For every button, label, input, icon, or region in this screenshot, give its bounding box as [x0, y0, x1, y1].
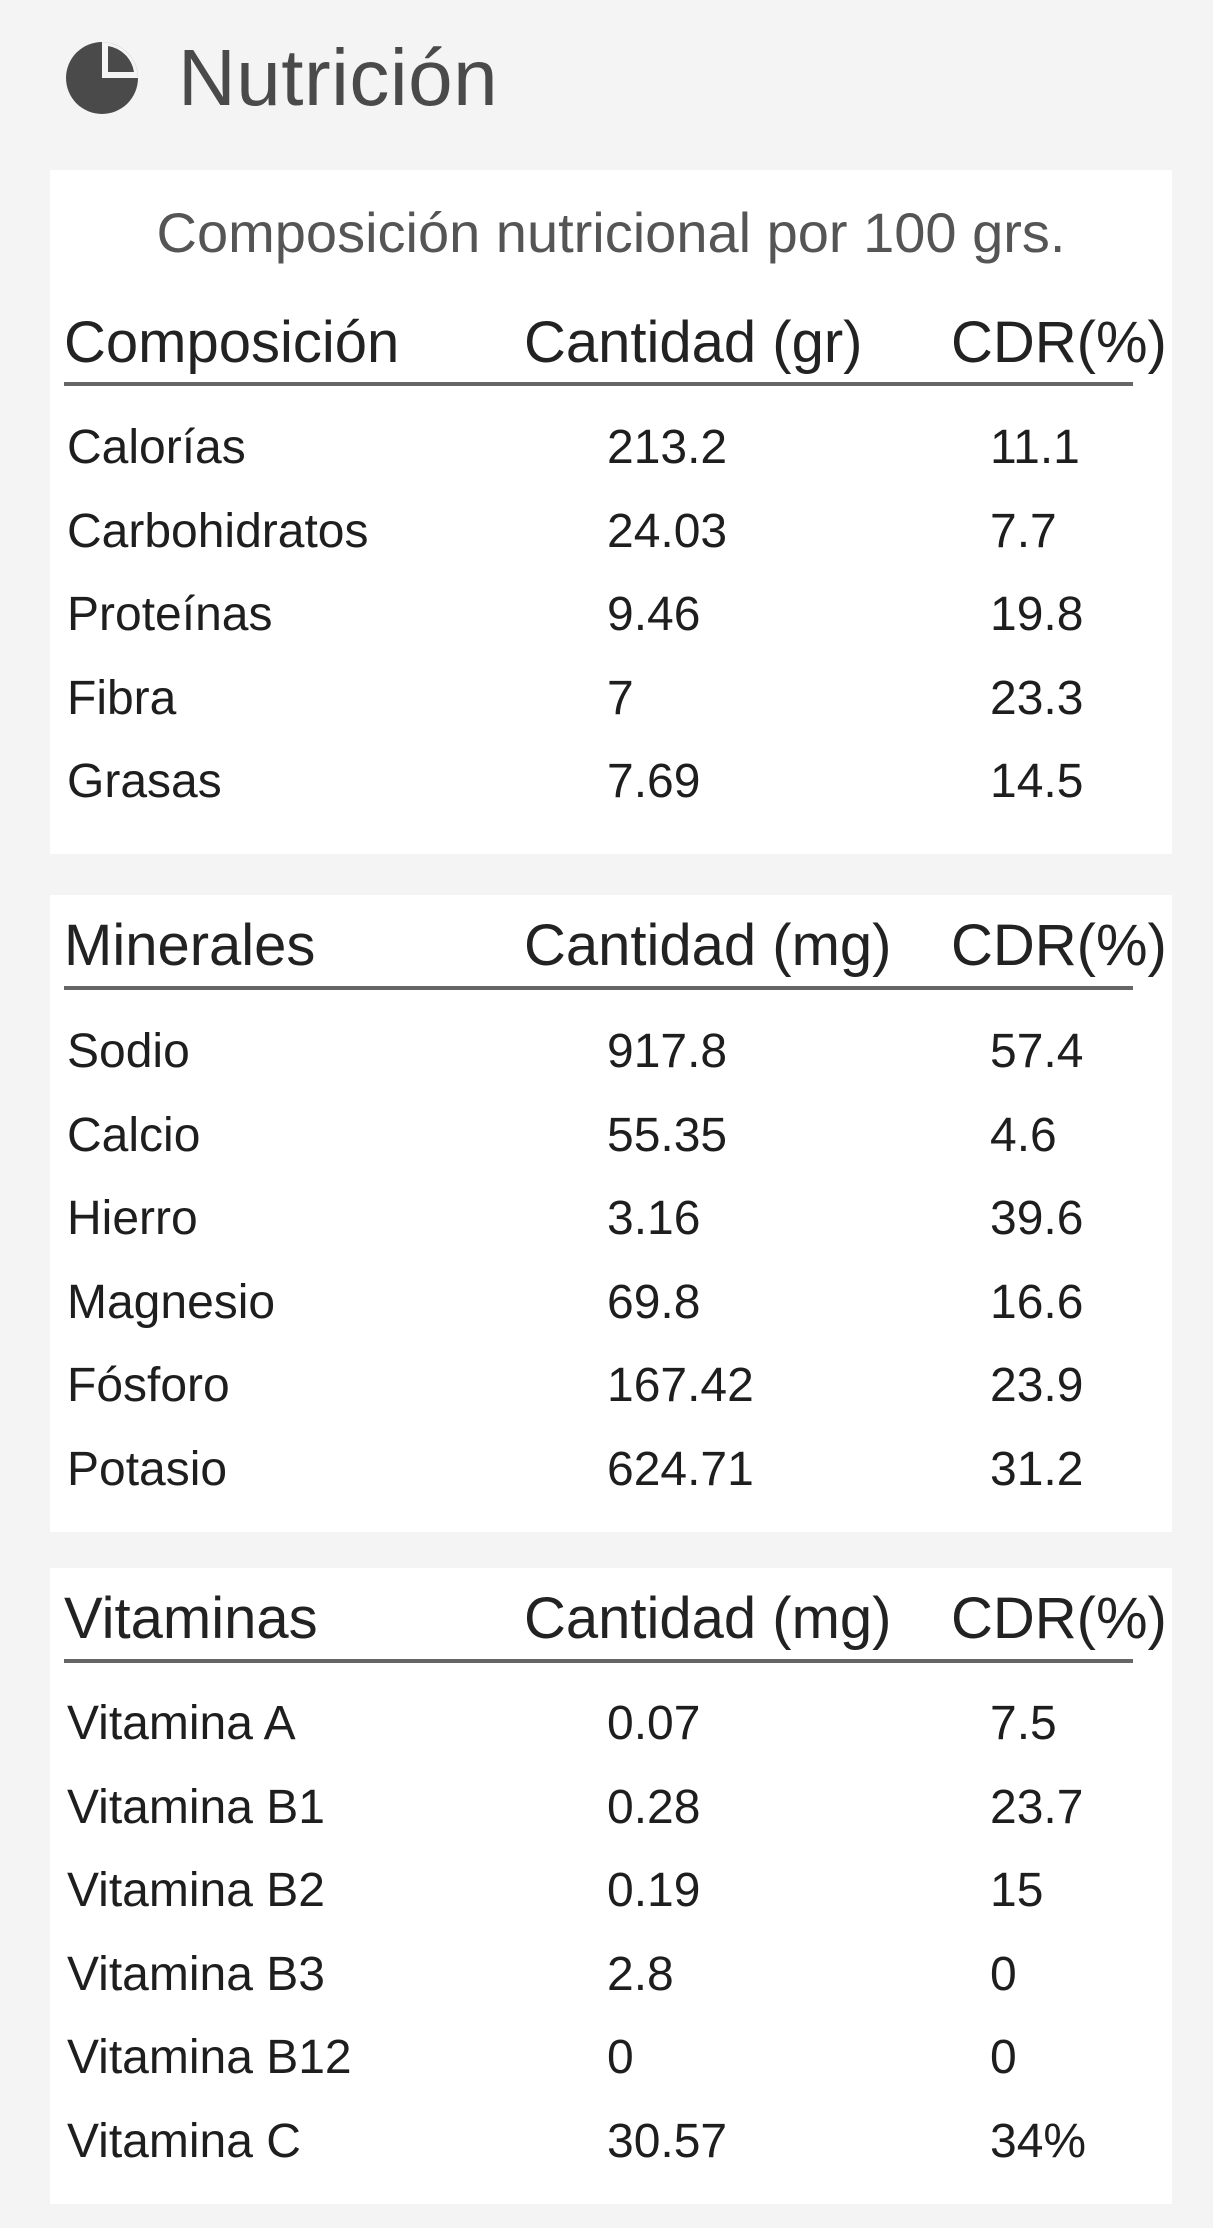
table-row: Vitamina B2 0.19 15	[50, 1849, 1172, 1933]
vitamin-cdr: 7.5	[990, 1697, 1057, 1750]
column-header-quantity: Cantidad (mg)	[524, 913, 892, 978]
vitamins-rows: Vitamina A 0.07 7.5 Vitamina B1 0.28 23.…	[50, 1682, 1172, 2183]
composition-card: Composición nutricional por 100 grs. Com…	[50, 170, 1172, 854]
nutrient-cdr: 19.8	[990, 588, 1084, 641]
nutrient-name: Calorías	[67, 421, 246, 474]
column-header-cdr: CDR(%)	[951, 310, 1167, 375]
vitamin-cdr: 34%	[990, 2114, 1087, 2168]
nutrient-cdr: 23.3	[990, 671, 1084, 725]
column-header-quantity: Cantidad (mg)	[524, 1586, 892, 1651]
mineral-name: Potasio	[67, 1442, 228, 1496]
composition-rows: Calorías 213.2 11.1 Carbohidratos 24.03 …	[50, 406, 1172, 824]
nutrient-quantity: 7	[607, 671, 634, 725]
vitamin-quantity: 0.28	[607, 1780, 701, 1834]
vitamin-cdr: 0	[990, 1947, 1017, 2001]
page-title: Nutrición	[178, 33, 499, 122]
column-header-quantity: Cantidad (gr)	[524, 310, 863, 375]
vitamin-quantity: 2.8	[607, 1947, 674, 2001]
table-row: Fibra 7 23.3	[50, 657, 1172, 741]
mineral-name: Magnesio	[67, 1275, 276, 1329]
header-divider	[64, 986, 1133, 990]
table-row: Fósforo 167.42 23.9	[50, 1344, 1172, 1428]
column-header-cdr: CDR(%)	[951, 913, 1167, 978]
vitamin-name: Vitamina C	[67, 2114, 301, 2168]
nutrient-cdr: 14.5	[990, 755, 1084, 808]
mineral-name: Fósforo	[67, 1359, 230, 1412]
nutrient-cdr: 7.7	[990, 504, 1057, 558]
vitamin-name: Vitamina B2	[67, 1864, 325, 1917]
table-row: Vitamina C 30.57 34%	[50, 2100, 1172, 2184]
table-row: Vitamina B3 2.8 0	[50, 1933, 1172, 2017]
column-header-name: Composición	[64, 310, 400, 375]
nutrient-quantity: 213.2	[607, 421, 728, 474]
column-header-cdr: CDR(%)	[951, 1586, 1167, 1651]
composition-caption: Composición nutricional por 100 grs.	[156, 201, 1066, 264]
mineral-quantity: 917.8	[607, 1025, 728, 1078]
mineral-name: Sodio	[67, 1025, 190, 1078]
mineral-cdr: 39.6	[990, 1192, 1084, 1245]
vitamin-name: Vitamina A	[67, 1697, 296, 1750]
column-header-name: Vitaminas	[64, 1586, 318, 1651]
minerals-table-header: Minerales Cantidad (mg) CDR(%)	[50, 909, 1172, 983]
vitamin-quantity: 0.07	[607, 1697, 701, 1750]
mineral-cdr: 57.4	[990, 1025, 1084, 1078]
mineral-cdr: 4.6	[990, 1108, 1057, 1162]
mineral-cdr: 16.6	[990, 1275, 1084, 1329]
table-row: Grasas 7.69 14.5	[50, 740, 1172, 824]
vitamins-card: Vitaminas Cantidad (mg) CDR(%) Vitamina …	[50, 1568, 1172, 2204]
table-row: Vitamina B1 0.28 23.7	[50, 1766, 1172, 1850]
mineral-cdr: 31.2	[990, 1442, 1084, 1496]
table-row: Vitamina A 0.07 7.5	[50, 1682, 1172, 1766]
nutrient-quantity: 24.03	[607, 504, 728, 558]
mineral-quantity: 55.35	[607, 1108, 728, 1162]
vitamin-quantity: 30.57	[607, 2114, 728, 2168]
table-row: Calorías 213.2 11.1	[50, 406, 1172, 490]
vitamin-name: Vitamina B1	[67, 1780, 325, 1834]
header-divider	[64, 382, 1133, 386]
table-row: Sodio 917.8 57.4	[50, 1010, 1172, 1094]
table-row: Proteínas 9.46 19.8	[50, 573, 1172, 657]
table-row: Calcio 55.35 4.6	[50, 1094, 1172, 1178]
vitamin-quantity: 0.19	[607, 1864, 701, 1917]
nutrient-name: Carbohidratos	[67, 504, 369, 558]
mineral-quantity: 69.8	[607, 1275, 701, 1329]
mineral-quantity: 167.42	[607, 1359, 754, 1412]
mineral-name: Calcio	[67, 1108, 201, 1162]
minerals-rows: Sodio 917.8 57.4 Calcio 55.35 4.6 Hierro…	[50, 1010, 1172, 1511]
mineral-name: Hierro	[67, 1192, 198, 1245]
table-row: Hierro 3.16 39.6	[50, 1177, 1172, 1261]
header-divider	[64, 1659, 1133, 1663]
column-header-name: Minerales	[64, 913, 316, 978]
nutrient-cdr: 11.1	[990, 421, 1080, 474]
table-row: Potasio 624.71 31.2	[50, 1428, 1172, 1512]
vitamin-cdr: 15	[990, 1864, 1044, 1917]
vitamin-name: Vitamina B12	[67, 2031, 352, 2084]
composition-table-header: Composición Cantidad (gr) CDR(%)	[50, 306, 1172, 380]
mineral-cdr: 23.9	[990, 1359, 1084, 1412]
table-row: Carbohidratos 24.03 7.7	[50, 490, 1172, 574]
mineral-quantity: 3.16	[607, 1192, 701, 1245]
table-row: Magnesio 69.8 16.6	[50, 1261, 1172, 1345]
mineral-quantity: 624.71	[607, 1442, 754, 1496]
vitamin-quantity: 0	[607, 2031, 634, 2084]
nutrient-quantity: 9.46	[607, 588, 701, 641]
section-header: Nutrición	[64, 28, 498, 128]
table-row: Vitamina B12 0 0	[50, 2016, 1172, 2100]
nutrient-quantity: 7.69	[607, 755, 701, 808]
pie-chart-icon	[66, 42, 138, 114]
minerals-card: Minerales Cantidad (mg) CDR(%) Sodio 917…	[50, 895, 1172, 1532]
nutrient-name: Fibra	[67, 671, 177, 725]
vitamin-name: Vitamina B3	[67, 1947, 325, 2001]
vitamins-table-header: Vitaminas Cantidad (mg) CDR(%)	[50, 1582, 1172, 1656]
vitamin-cdr: 0	[990, 2031, 1017, 2084]
nutrient-name: Grasas	[67, 755, 222, 808]
nutrient-name: Proteínas	[67, 588, 273, 641]
vitamin-cdr: 23.7	[990, 1780, 1084, 1834]
